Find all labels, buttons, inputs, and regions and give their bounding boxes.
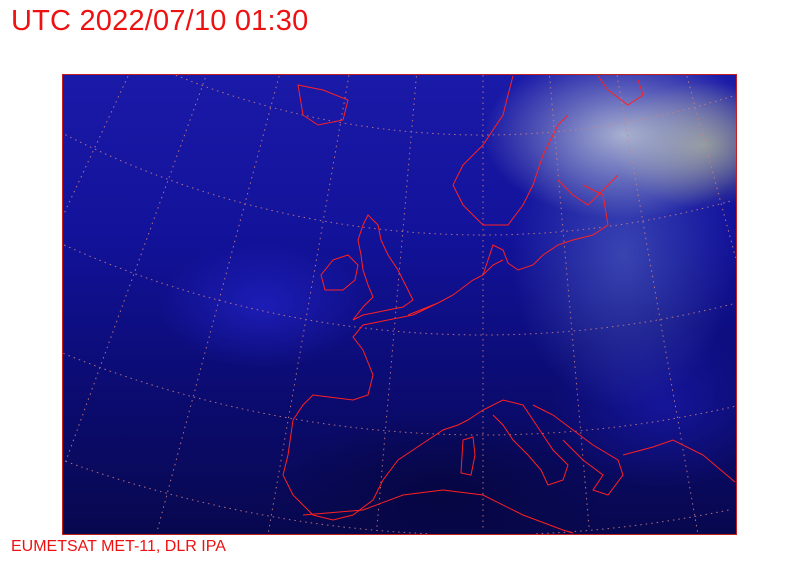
longitude-line <box>376 76 417 531</box>
coastline-north-sea <box>482 184 609 276</box>
longitude-line <box>63 76 129 215</box>
coastline-western-europe <box>282 259 504 521</box>
coastline-iceland <box>297 84 349 126</box>
coastline-arctic <box>597 75 644 106</box>
timestamp-title: UTC 2022/07/10 01:30 <box>11 5 309 37</box>
latitude-line <box>65 134 733 236</box>
coastline-italy <box>467 399 569 486</box>
coastline-north-africa <box>302 489 574 534</box>
longitude-line <box>156 75 280 533</box>
coastline-balkans <box>532 404 736 496</box>
coastline-ireland <box>320 254 359 291</box>
latitude-line <box>63 352 736 436</box>
coastline-great-britain <box>352 214 414 321</box>
longitude-line <box>616 75 699 533</box>
coastlines <box>282 75 736 534</box>
longitude-line <box>549 76 590 531</box>
coastline-sardinia <box>460 436 476 476</box>
graticule <box>63 75 736 534</box>
source-credit: EUMETSAT MET-11, DLR IPA <box>11 538 226 555</box>
latitude-line <box>65 460 430 534</box>
latitude-line <box>175 75 734 136</box>
latitude-line <box>63 244 735 336</box>
longitude-line <box>63 77 206 466</box>
coastline-scandinavia <box>452 75 619 226</box>
latitude-line <box>536 508 732 534</box>
longitude-line <box>267 75 350 533</box>
map-overlay <box>63 75 736 534</box>
longitude-line <box>686 75 736 258</box>
satellite-map <box>62 74 737 535</box>
